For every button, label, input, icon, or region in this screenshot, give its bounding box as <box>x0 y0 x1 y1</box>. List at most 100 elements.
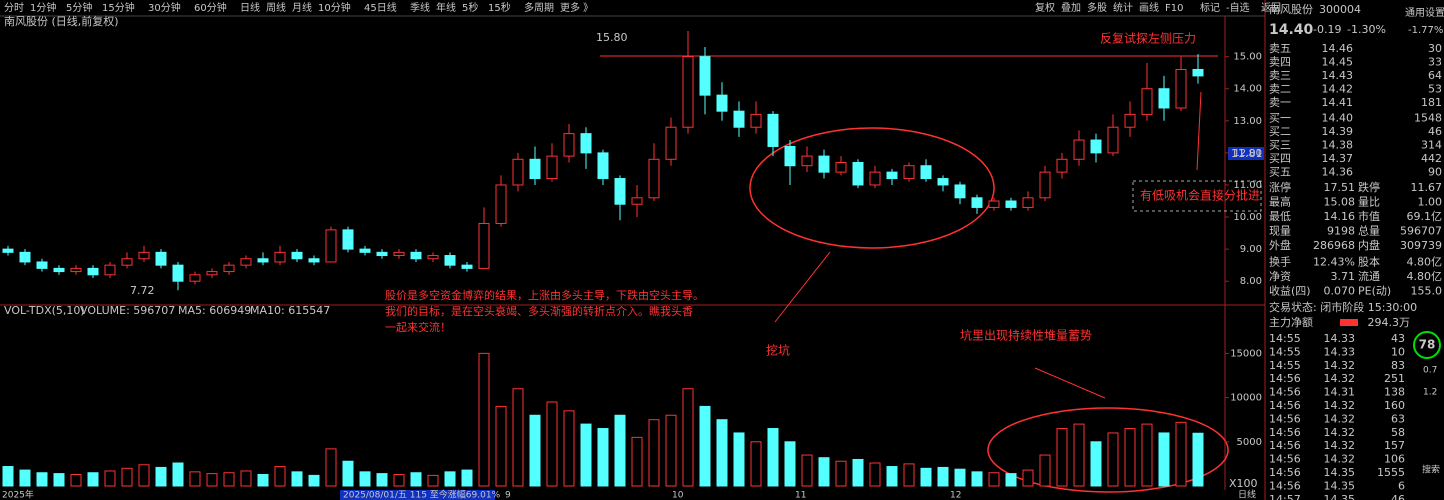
volume-bar <box>733 432 745 487</box>
trade-time: 14:56 <box>1269 479 1301 492</box>
volume-bar <box>444 471 456 487</box>
candle-body <box>597 152 609 180</box>
volume-bar <box>2 466 14 487</box>
toolbar-item[interactable]: 季线 <box>410 1 430 14</box>
stock-name: 南风股份 <box>1269 3 1313 16</box>
volume-bar <box>308 474 320 487</box>
toolbar-item[interactable]: 返回 <box>1261 2 1281 14</box>
legend-item: VOLUME: 596707 <box>80 304 175 317</box>
toolbar-item[interactable]: 复权 <box>1035 1 1055 14</box>
trade-volume: 63 <box>1391 412 1405 425</box>
toolbar-item[interactable]: 10分钟 <box>318 1 351 14</box>
toolbar-item[interactable]: 更多 》 <box>560 1 593 14</box>
x-label: 9 <box>505 491 511 500</box>
volume-title: VOL-TDX(5,10) <box>4 304 85 317</box>
candle-body <box>308 258 320 263</box>
toolbar-item[interactable]: 月线 <box>292 1 312 14</box>
y-tick-label: 15.00 <box>1233 52 1262 63</box>
trade-time: 14:56 <box>1269 386 1301 399</box>
candle-body <box>172 264 184 282</box>
candle-body <box>1107 126 1119 154</box>
book-price: 14.45 <box>1322 56 1354 69</box>
toolbar-item[interactable]: 标记 <box>1200 2 1220 14</box>
candle-body <box>1124 113 1136 128</box>
trade-time: 14:56 <box>1269 453 1301 466</box>
toolbar-item[interactable]: F10 <box>1165 3 1183 14</box>
book-volume: 33 <box>1428 56 1442 69</box>
stat-label: 最低 <box>1269 210 1291 223</box>
toolbar-item[interactable]: 30分钟 <box>148 1 181 14</box>
volume-bar <box>1107 432 1119 487</box>
toolbar-item[interactable]: 多股 <box>1087 1 1107 14</box>
search-button[interactable]: 搜索 <box>1422 464 1440 476</box>
toolbar-item[interactable]: 5秒 <box>462 1 478 14</box>
annotation: 有低吸机会直接分批进 <box>1140 188 1260 203</box>
stat-label: 量比 <box>1358 196 1380 209</box>
trade-time: 14:56 <box>1269 372 1301 385</box>
candle-body <box>801 155 813 167</box>
toolbar-item[interactable]: 分时 <box>4 2 24 14</box>
y-tick-label: 9.00 <box>1240 244 1262 255</box>
stat-value: 11.67 <box>1411 181 1443 194</box>
change: -0.19 <box>1313 23 1341 36</box>
axis-marker-bg <box>1228 147 1264 160</box>
book-price: 14.41 <box>1322 96 1354 109</box>
change-pct: -1.30% <box>1347 23 1386 36</box>
volume-bar <box>1124 428 1136 487</box>
annotation: 我们的目标，是在空头衰竭、多头渐强的转折点介入。瞧我头香 <box>385 304 693 318</box>
volume-bar <box>393 474 405 487</box>
toolbar-item[interactable]: 叠加 <box>1061 2 1081 14</box>
volume-bar <box>580 423 592 487</box>
book-volume: 90 <box>1428 166 1442 179</box>
toolbar-item[interactable]: 45日线 <box>364 1 397 14</box>
index-change: -1.77% <box>1408 25 1443 36</box>
stat-label: 换手 <box>1269 255 1291 269</box>
candle-body <box>937 178 949 186</box>
toolbar-item[interactable]: 多周期 <box>524 1 554 14</box>
side-stat: 1.2 <box>1423 388 1437 398</box>
toolbar-item[interactable]: -自选 <box>1226 1 1250 14</box>
book-price: 14.40 <box>1322 112 1354 125</box>
volume-bar <box>920 467 932 487</box>
toolbar-item[interactable]: 5分钟 <box>66 1 92 14</box>
candle-body <box>580 133 592 154</box>
book-label: 买三 <box>1269 139 1291 152</box>
volume-bar <box>716 419 728 487</box>
volume-bar <box>1056 428 1068 487</box>
toolbar-item[interactable]: 15秒 <box>488 1 511 14</box>
volume-bar <box>1022 469 1034 487</box>
volume-bar <box>631 436 643 487</box>
candle-body <box>104 264 116 276</box>
stat-value: 286968 <box>1313 239 1355 252</box>
trade-price: 14.32 <box>1324 372 1356 385</box>
book-label: 卖一 <box>1269 96 1291 109</box>
book-price: 14.38 <box>1322 139 1354 152</box>
toolbar-item[interactable]: 60分钟 <box>194 1 227 14</box>
book-label: 买二 <box>1269 125 1291 138</box>
volume-bar <box>818 457 830 487</box>
settings-button[interactable]: 通用设置 <box>1405 7 1444 19</box>
toolbar-item[interactable]: 统计 <box>1113 1 1133 14</box>
candle-body <box>189 274 201 282</box>
candle-body <box>835 162 847 173</box>
chart-title: 南风股份 (日线,前复权) <box>4 14 119 28</box>
y-tick-label: 10000 <box>1230 393 1262 404</box>
trade-price: 14.33 <box>1324 332 1356 345</box>
book-volume: 46 <box>1428 125 1442 138</box>
stat-label: 净资 <box>1269 269 1291 283</box>
volume-bar <box>954 468 966 487</box>
toolbar-item[interactable]: 画线 <box>1139 1 1159 14</box>
toolbar-item[interactable]: 年线 <box>436 1 456 14</box>
volume-bar <box>937 466 949 487</box>
toolbar-item[interactable]: 周线 <box>266 1 286 14</box>
trade-time: 14:55 <box>1269 359 1301 372</box>
volume-bar <box>988 472 1000 487</box>
trade-volume: 43 <box>1391 332 1405 345</box>
toolbar-item[interactable]: 日线 <box>240 1 260 14</box>
volume-bar <box>223 472 235 487</box>
score[interactable]: 78 <box>1419 338 1436 352</box>
toolbar-item[interactable]: 15分钟 <box>102 1 135 14</box>
main-net-value: 294.3万 <box>1368 316 1411 329</box>
candle-body <box>954 184 966 199</box>
toolbar-item[interactable]: 1分钟 <box>30 1 56 14</box>
